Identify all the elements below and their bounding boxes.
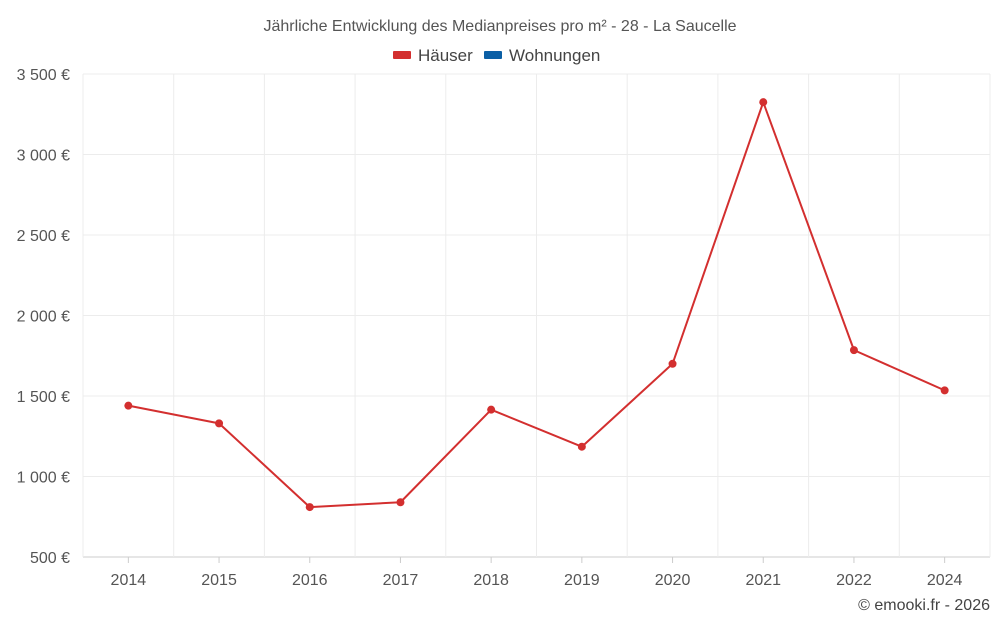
series-line bbox=[128, 101, 946, 509]
data-point[interactable] bbox=[305, 503, 314, 512]
legend-item-wohnungen[interactable]: Wohnungen bbox=[484, 46, 600, 65]
data-point[interactable] bbox=[124, 401, 133, 410]
gridlines bbox=[82, 73, 991, 558]
legend-label-wohnungen: Wohnungen bbox=[509, 46, 600, 65]
data-point[interactable] bbox=[487, 405, 496, 414]
legend-swatch-haeuser bbox=[393, 51, 411, 59]
series-haeuser bbox=[124, 98, 949, 512]
x-tick-label: 2015 bbox=[201, 572, 237, 589]
y-tick-label: 500 € bbox=[30, 550, 70, 567]
x-tick-label: 2020 bbox=[655, 572, 691, 589]
credit-text: © emooki.fr - 2026 bbox=[858, 597, 990, 614]
chart-title: Jährliche Entwicklung des Medianpreises … bbox=[263, 18, 736, 35]
x-tick-label: 2021 bbox=[745, 572, 781, 589]
y-tick-label: 2 000 € bbox=[17, 309, 70, 326]
legend-item-haeuser[interactable]: Häuser bbox=[393, 46, 473, 65]
data-point[interactable] bbox=[759, 98, 768, 107]
data-point[interactable] bbox=[396, 498, 405, 507]
axes: 500 € 1 000 € 1 500 € 2 000 € 2 500 € 3 000 €… bbox=[17, 67, 963, 589]
x-tick-label: 2017 bbox=[383, 572, 419, 589]
legend-label-haeuser: Häuser bbox=[418, 46, 473, 65]
data-point[interactable] bbox=[215, 419, 224, 428]
x-tick-label: 2022 bbox=[836, 572, 872, 589]
x-tick-label: 2016 bbox=[292, 572, 328, 589]
x-tick-label: 2018 bbox=[473, 572, 509, 589]
y-tick-label: 1 000 € bbox=[17, 470, 70, 487]
y-tick-label: 2 500 € bbox=[17, 228, 70, 245]
legend-swatch-wohnungen bbox=[484, 51, 502, 59]
y-tick-label: 1 500 € bbox=[17, 389, 70, 406]
data-point[interactable] bbox=[940, 386, 949, 395]
data-point[interactable] bbox=[577, 442, 586, 451]
y-tick-label: 3 500 € bbox=[17, 67, 70, 84]
legend: Häuser Wohnungen bbox=[393, 46, 600, 65]
data-point[interactable] bbox=[668, 359, 677, 368]
x-tick-label: 2024 bbox=[927, 572, 963, 589]
x-tick-label: 2014 bbox=[111, 572, 147, 589]
y-tick-label: 3 000 € bbox=[17, 148, 70, 165]
data-point[interactable] bbox=[849, 346, 858, 355]
x-tick-label: 2019 bbox=[564, 572, 600, 589]
